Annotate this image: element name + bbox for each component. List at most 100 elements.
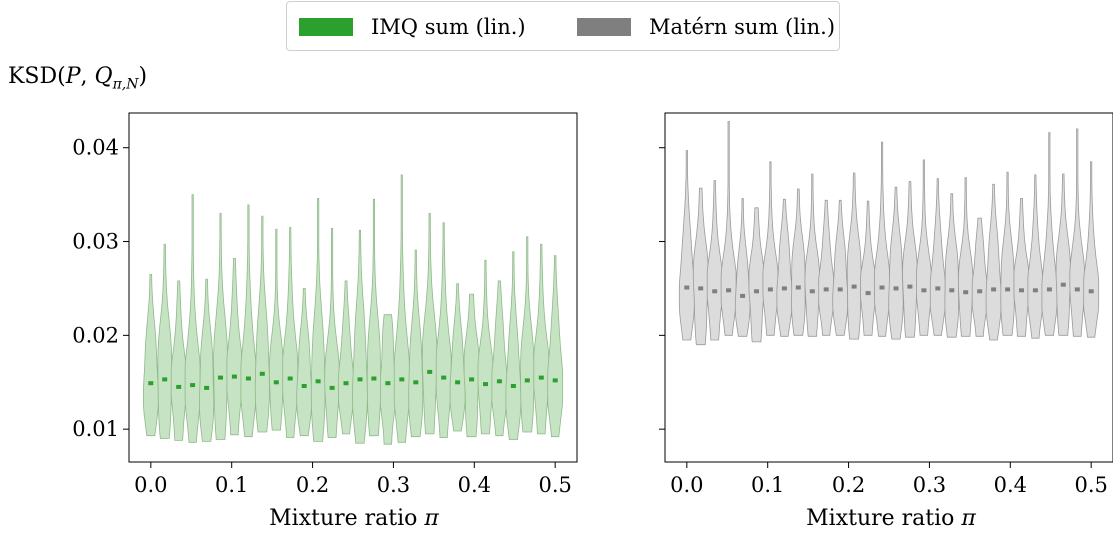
violin-left-29: [547, 255, 564, 438]
violin-left-22: [449, 283, 466, 432]
median-marker-left-18: [399, 377, 405, 382]
violin-left-10: [282, 227, 299, 438]
median-marker-right-9: [809, 289, 815, 294]
median-marker-right-10: [823, 287, 829, 292]
violin-left-27: [520, 236, 535, 433]
violin-right-14: [874, 141, 890, 337]
violin-right-23: [1000, 171, 1015, 336]
x-tick-label-left-5: 0.5: [538, 473, 571, 497]
median-marker-left-22: [455, 380, 461, 385]
legend-label-imq: IMQ sum (lin.): [371, 15, 526, 39]
median-marker-left-8: [259, 371, 265, 376]
median-marker-right-15: [893, 286, 899, 291]
median-marker-right-19: [949, 288, 955, 293]
violin-right-29: [1083, 161, 1100, 338]
median-marker-left-21: [441, 375, 447, 380]
median-marker-left-16: [371, 376, 377, 381]
violin-right-0: [678, 150, 695, 341]
median-marker-right-7: [781, 286, 787, 291]
median-marker-left-17: [385, 381, 391, 386]
violin-left-11: [296, 288, 313, 437]
violin-left-17: [380, 314, 396, 445]
median-marker-left-28: [538, 375, 544, 380]
median-marker-right-0: [684, 285, 690, 290]
median-marker-right-21: [977, 289, 983, 294]
violin-right-12: [846, 172, 862, 340]
violin-right-26: [1041, 132, 1058, 336]
median-marker-right-6: [767, 287, 773, 292]
violin-left-19: [408, 249, 424, 438]
median-marker-left-3: [190, 383, 196, 388]
violin-left-28: [533, 243, 550, 435]
violin-right-28: [1069, 128, 1086, 337]
median-marker-left-4: [204, 385, 210, 390]
legend-swatch-imq: [299, 18, 353, 36]
median-marker-right-8: [795, 285, 801, 290]
violin-right-27: [1055, 173, 1071, 336]
median-marker-left-13: [329, 385, 335, 390]
violin-right-3: [720, 121, 737, 336]
violin-left-6: [226, 258, 243, 436]
x-tick-label-right-0: 0.0: [670, 473, 703, 497]
x-tick-label-right-3: 0.3: [913, 473, 946, 497]
median-marker-right-14: [879, 285, 885, 290]
legend-item-matern: Matérn sum (lin.): [577, 2, 835, 52]
median-marker-right-13: [865, 291, 871, 296]
median-marker-left-14: [343, 381, 349, 386]
median-marker-left-7: [245, 376, 251, 381]
median-marker-right-4: [740, 293, 746, 298]
median-marker-left-10: [287, 376, 293, 381]
violin-right-2: [706, 180, 723, 341]
legend-swatch-matern: [577, 18, 631, 36]
median-marker-left-15: [357, 377, 363, 382]
violin-left-23: [463, 293, 480, 438]
violin-right-9: [804, 173, 821, 337]
median-marker-right-17: [921, 288, 927, 293]
y-tick-label-left-3: 0.04: [72, 136, 119, 160]
median-marker-right-16: [907, 284, 913, 289]
median-marker-left-24: [483, 382, 488, 387]
axes-frame-left: [128, 112, 578, 463]
violin-right-15: [888, 186, 904, 340]
median-marker-left-11: [301, 384, 307, 388]
median-marker-left-12: [315, 379, 321, 384]
legend: IMQ sum (lin.) Matérn sum (lin.): [286, 1, 840, 51]
violin-left-25: [491, 280, 508, 437]
median-marker-right-5: [754, 289, 759, 294]
median-marker-left-1: [162, 377, 168, 382]
median-marker-right-22: [991, 287, 997, 292]
median-marker-right-18: [935, 286, 941, 291]
x-tick-label-right-1: 0.1: [751, 473, 784, 497]
violin-right-1: [692, 187, 709, 346]
median-marker-right-24: [1019, 288, 1024, 293]
violin-left-12: [310, 198, 326, 442]
x-tick-label-left-4: 0.4: [458, 473, 491, 497]
median-marker-left-9: [273, 380, 279, 385]
x-axis-label-left: Mixture ratio π: [269, 506, 439, 531]
violin-left-1: [157, 243, 172, 439]
median-marker-right-3: [726, 288, 732, 293]
x-tick-label-right-4: 0.4: [994, 473, 1027, 497]
violin-right-10: [818, 199, 835, 336]
violin-left-3: [184, 194, 201, 443]
x-tick-label-left-2: 0.2: [296, 473, 329, 497]
axes-frame-right: [664, 112, 1113, 463]
y-tick-label-left-2: 0.03: [72, 230, 119, 254]
median-marker-left-5: [218, 375, 223, 380]
median-marker-right-12: [851, 284, 857, 289]
median-marker-left-6: [231, 374, 237, 379]
violin-right-13: [860, 200, 876, 336]
median-marker-right-28: [1074, 287, 1080, 292]
y-tick-label-left-0: 0.01: [72, 417, 119, 441]
violin-left-26: [505, 251, 522, 440]
median-marker-left-26: [510, 384, 516, 388]
median-marker-left-2: [176, 384, 182, 389]
y-tick-label-left-1: 0.02: [72, 323, 119, 347]
violin-right-4: [734, 198, 751, 337]
median-marker-right-25: [1032, 288, 1038, 293]
x-tick-label-left-1: 0.1: [215, 473, 248, 497]
violin-left-14: [338, 280, 354, 435]
violin-right-6: [762, 161, 779, 336]
median-marker-left-20: [427, 369, 433, 374]
